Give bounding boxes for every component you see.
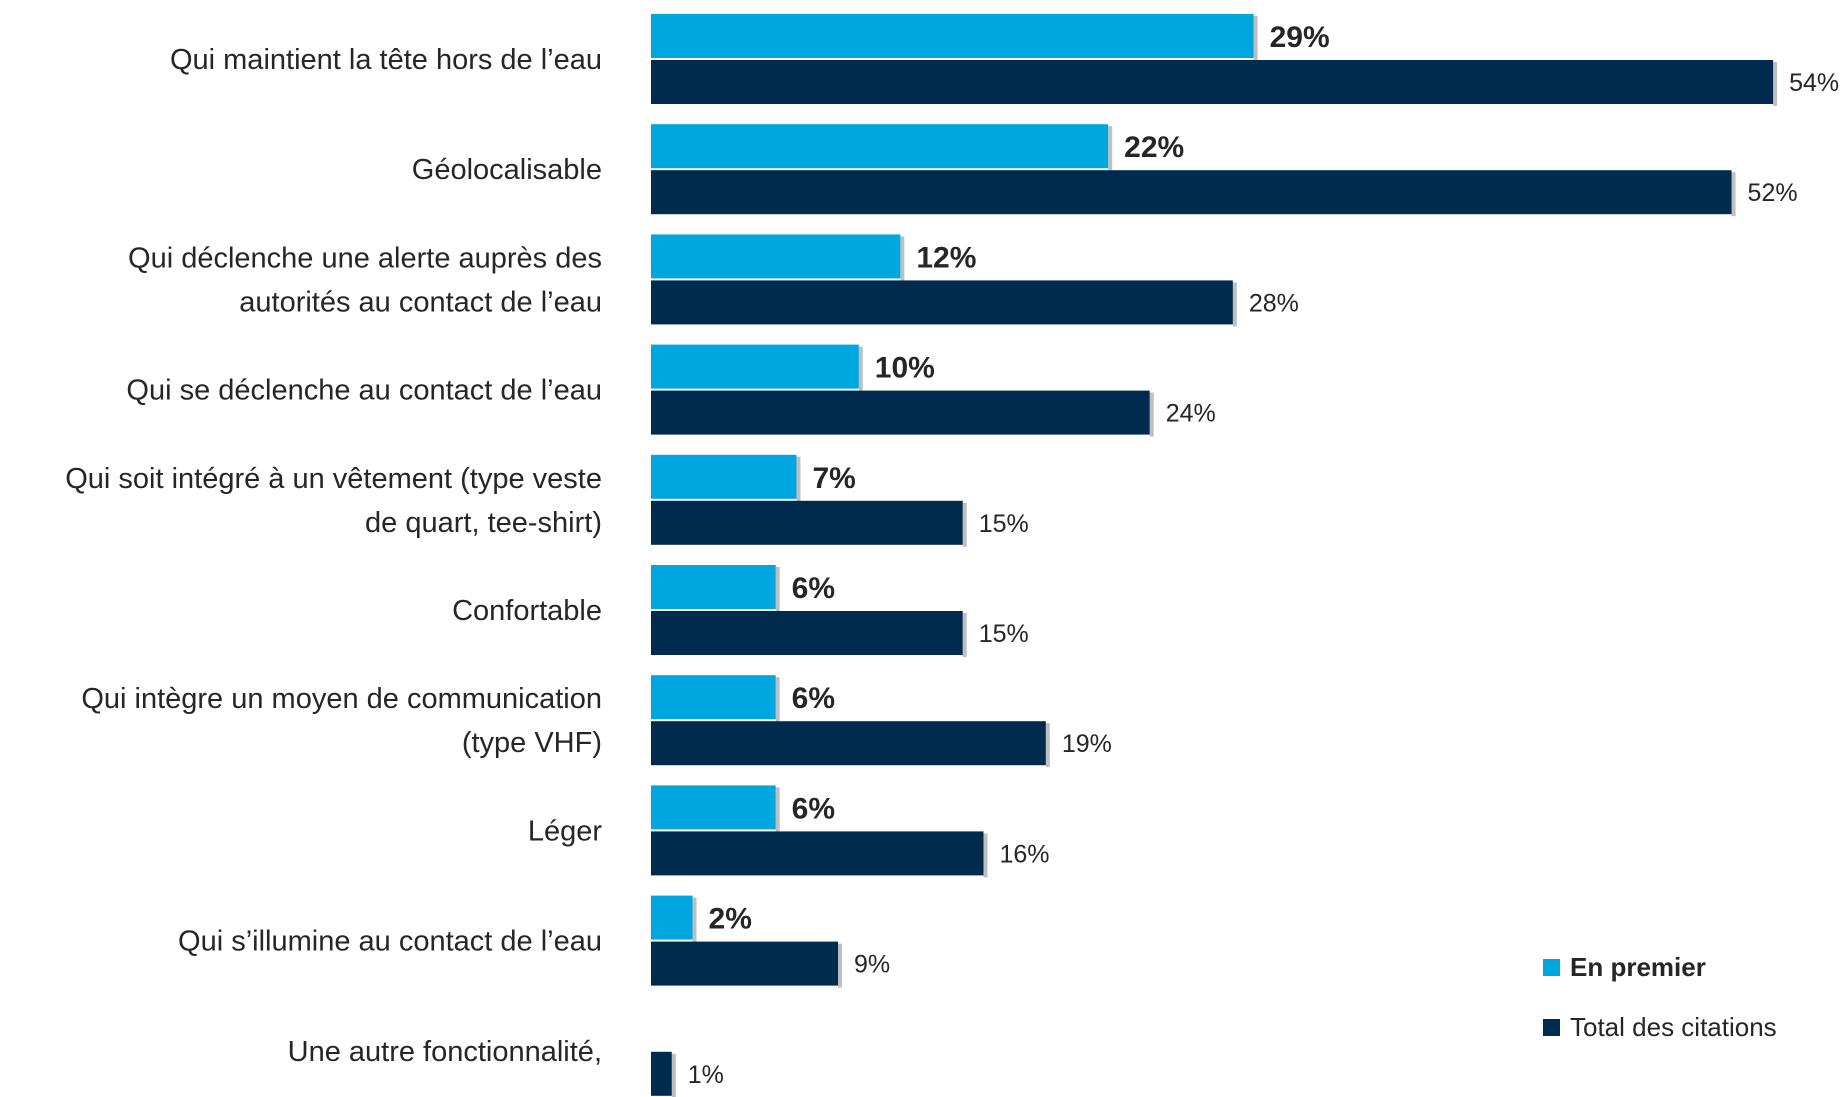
category-label-line: de quart, tee-shirt) bbox=[365, 507, 602, 539]
category-label: Léger bbox=[528, 815, 603, 847]
category-label-line: Qui intègre un moyen de communication bbox=[81, 683, 602, 715]
category-label-line: Qui se déclenche au contact de l’eau bbox=[126, 375, 602, 407]
bar-en-premier bbox=[651, 234, 901, 279]
data-label-en-premier: 2% bbox=[709, 903, 752, 936]
data-label-en-premier: 22% bbox=[1124, 131, 1184, 164]
legend-label: Total des citations bbox=[1570, 1012, 1777, 1042]
bar-group: Qui maintient la tête hors de l’eau 29% 54… bbox=[170, 14, 1839, 106]
bar-total-citations bbox=[651, 721, 1046, 766]
category-label-line: Qui s’illumine au contact de l’eau bbox=[178, 926, 602, 958]
bar-total-citations bbox=[651, 60, 1774, 104]
bar-group: Confortable 6% 15% bbox=[452, 565, 1029, 657]
data-label-total-citations: 9% bbox=[854, 951, 890, 979]
bar-group: Géolocalisable 22% 52% bbox=[412, 124, 1798, 217]
bar-shadow bbox=[1232, 282, 1237, 327]
bar-group: Qui soit intégré à un vêtement (type ves… bbox=[65, 454, 1029, 547]
bar-shadow bbox=[858, 346, 863, 391]
bar-group: Une autre fonctionnalité, 1% bbox=[288, 1036, 724, 1097]
category-label: Qui déclenche une alerte auprès des autor… bbox=[128, 242, 602, 318]
bar-group: Qui s’illumine au contact de l’eau 2% 9% bbox=[178, 895, 890, 988]
legend-label: En premier bbox=[1570, 952, 1706, 982]
category-label: Qui maintient la tête hors de l’eau bbox=[170, 44, 602, 76]
data-label-en-premier: 6% bbox=[792, 572, 835, 605]
bar-shadow bbox=[962, 613, 967, 657]
data-label-total-citations: 15% bbox=[979, 510, 1029, 538]
category-label-line: Qui déclenche une alerte auprès des bbox=[128, 242, 602, 274]
data-label-total-citations: 52% bbox=[1748, 179, 1798, 207]
category-label-line: Léger bbox=[528, 815, 603, 847]
bar-total-citations bbox=[651, 170, 1732, 215]
bar-en-premier bbox=[651, 675, 776, 720]
category-label: Confortable bbox=[452, 595, 602, 627]
legend-swatch bbox=[1543, 1019, 1560, 1036]
bar-group: Qui déclenche une alerte auprès des autor… bbox=[128, 234, 1299, 327]
bar-total-citations bbox=[651, 1051, 672, 1096]
data-label-total-citations: 16% bbox=[999, 840, 1049, 868]
data-label-en-premier: 7% bbox=[812, 462, 855, 495]
bar-shadow bbox=[900, 236, 905, 281]
category-label: Une autre fonctionnalité, bbox=[288, 1036, 602, 1068]
bar-en-premier bbox=[651, 454, 797, 499]
bar-en-premier bbox=[651, 895, 693, 940]
bar-shadow bbox=[775, 677, 780, 722]
bar-shadow bbox=[775, 567, 780, 611]
category-label-line: Géolocalisable bbox=[412, 154, 602, 186]
bar-shadow bbox=[838, 943, 843, 988]
legend: En premier Total des citations bbox=[1543, 952, 1777, 1042]
bar-en-premier bbox=[651, 785, 776, 830]
category-label-line: Confortable bbox=[452, 595, 602, 627]
category-label-line: Qui maintient la tête hors de l’eau bbox=[170, 44, 602, 76]
bar-shadow bbox=[1045, 723, 1050, 768]
data-label-en-premier: 12% bbox=[916, 241, 976, 274]
bar-total-citations bbox=[651, 831, 984, 876]
bar-shadow bbox=[775, 787, 780, 832]
bar-shadow bbox=[1773, 62, 1778, 106]
bar-shadow bbox=[1731, 172, 1736, 217]
category-label: Qui soit intégré à un vêtement (type ves… bbox=[65, 463, 602, 539]
category-label-line: Qui soit intégré à un vêtement (type ves… bbox=[65, 463, 602, 495]
data-label-total-citations: 24% bbox=[1166, 400, 1216, 428]
data-label-en-premier: 29% bbox=[1270, 21, 1330, 54]
category-label-line: autorités au contact de l’eau bbox=[239, 286, 602, 318]
bar-shadow bbox=[692, 897, 697, 942]
category-label: Qui intègre un moyen de communication (ty… bbox=[81, 683, 602, 759]
bar-shadow bbox=[1149, 392, 1154, 437]
bar-total-citations bbox=[651, 611, 963, 655]
data-label-en-premier: 6% bbox=[792, 682, 835, 715]
legend-swatch bbox=[1543, 959, 1560, 976]
category-label: Qui se déclenche au contact de l’eau bbox=[126, 375, 602, 407]
category-label: Géolocalisable bbox=[412, 154, 602, 186]
bar-en-premier bbox=[651, 14, 1254, 58]
data-label-total-citations: 28% bbox=[1249, 289, 1299, 317]
data-label-total-citations: 1% bbox=[688, 1061, 724, 1089]
bar-total-citations bbox=[651, 941, 839, 986]
bar-shadow bbox=[671, 1053, 676, 1097]
bar-shadow bbox=[796, 456, 801, 501]
data-label-total-citations: 54% bbox=[1789, 69, 1839, 97]
category-label-line: (type VHF) bbox=[462, 727, 602, 759]
bar-total-citations bbox=[651, 500, 963, 545]
data-label-total-citations: 19% bbox=[1062, 730, 1112, 758]
bar-total-citations bbox=[651, 280, 1233, 325]
bar-en-premier bbox=[651, 344, 859, 389]
bar-group: Qui se déclenche au contact de l’eau 10% 2… bbox=[126, 344, 1216, 437]
data-label-en-premier: 6% bbox=[792, 792, 835, 825]
bar-en-premier bbox=[651, 124, 1109, 169]
bar-en-premier bbox=[651, 565, 776, 609]
data-label-total-citations: 15% bbox=[979, 620, 1029, 648]
bar-group: Qui intègre un moyen de communication (ty… bbox=[81, 675, 1112, 768]
category-label: Qui s’illumine au contact de l’eau bbox=[178, 926, 602, 958]
bar-shadow bbox=[1253, 16, 1258, 60]
bar-shadow bbox=[983, 833, 988, 878]
bar-group: Léger 6% 16% bbox=[528, 785, 1050, 878]
category-label-line: Une autre fonctionnalité, bbox=[288, 1036, 602, 1068]
data-label-en-premier: 10% bbox=[875, 352, 935, 385]
bar-shadow bbox=[962, 502, 967, 547]
bar-total-citations bbox=[651, 390, 1150, 435]
bar-shadow bbox=[1108, 126, 1113, 171]
